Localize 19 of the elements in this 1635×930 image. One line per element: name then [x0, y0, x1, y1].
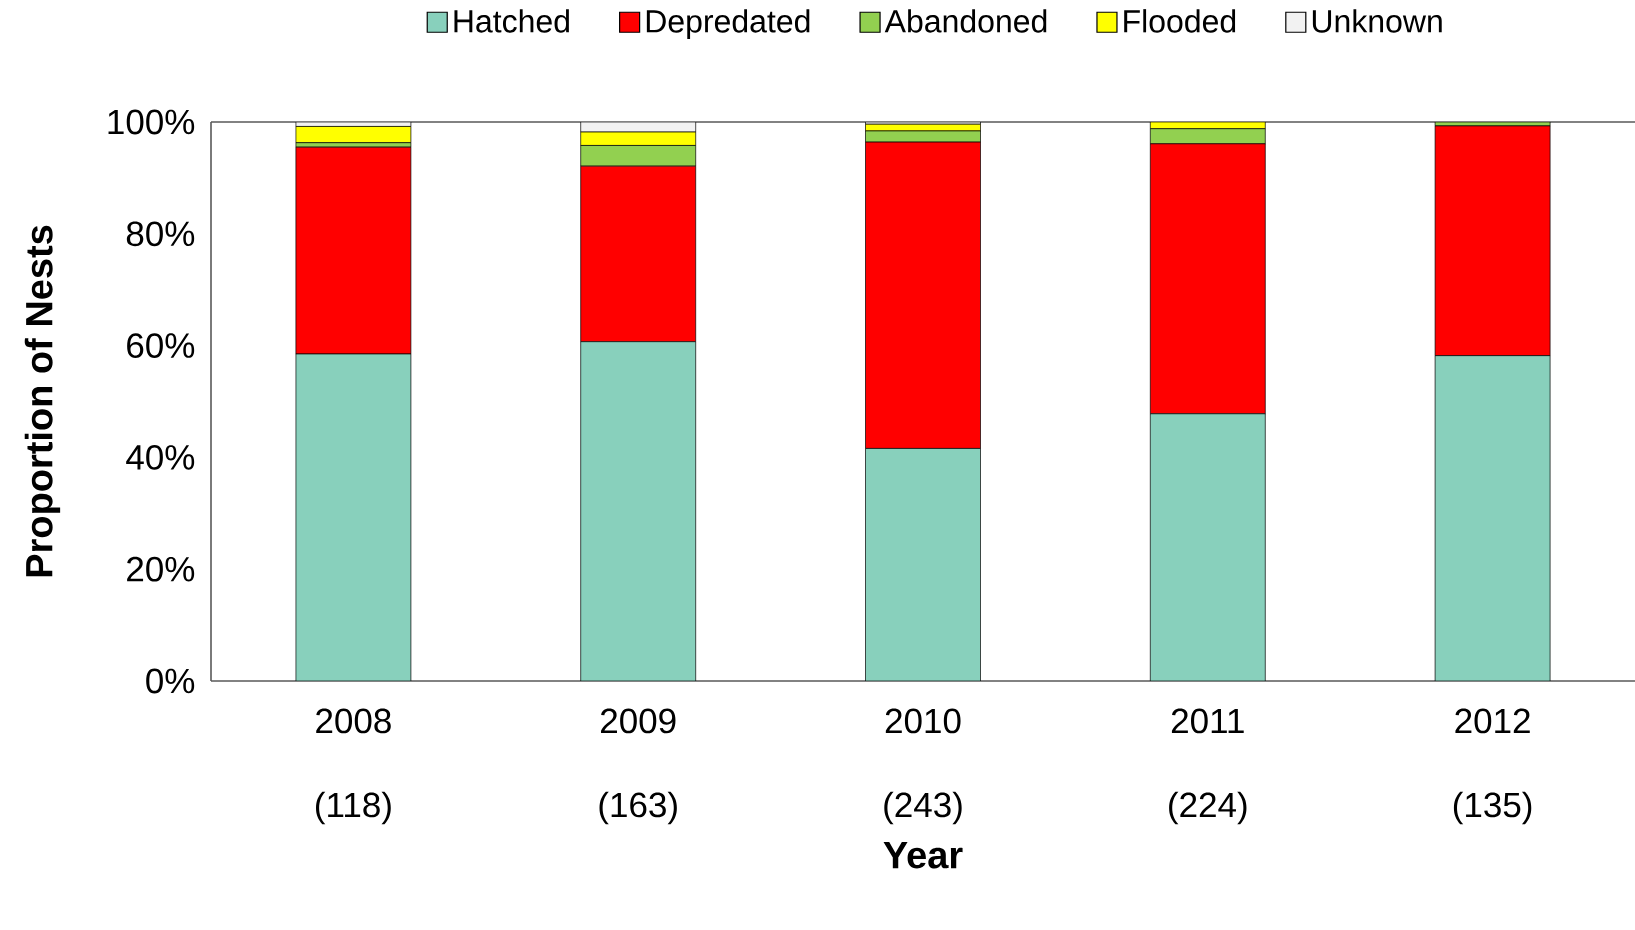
y-tick-label: 80%	[126, 221, 195, 247]
category-label: 2012 (135)	[1453, 708, 1532, 825]
category-label: 2010 (243)	[884, 708, 962, 825]
y-tick-label: 40%	[126, 445, 195, 470]
category-label: 2009 (163)	[599, 708, 677, 825]
legend-label: Depredated	[646, 9, 810, 39]
y-tick-label: 60%	[127, 333, 195, 358]
y-axis-title: Proportion of Nests	[24, 225, 61, 577]
category-label: 2008 (118)	[316, 708, 391, 825]
category-label: 2011 (224)	[1169, 708, 1247, 825]
legend-label: Hatched	[454, 9, 569, 33]
y-tick-label: 0%	[146, 668, 195, 694]
x-axis-title: Year	[883, 842, 963, 869]
y-tick-label: 100%	[108, 109, 195, 135]
legend-label: Flooded	[1124, 9, 1236, 33]
bar	[295, 126, 412, 144]
legend-label: Unknown	[1312, 9, 1442, 33]
y-tick-label: 20%	[127, 556, 195, 582]
legend-label: Abandoned	[884, 9, 1047, 33]
